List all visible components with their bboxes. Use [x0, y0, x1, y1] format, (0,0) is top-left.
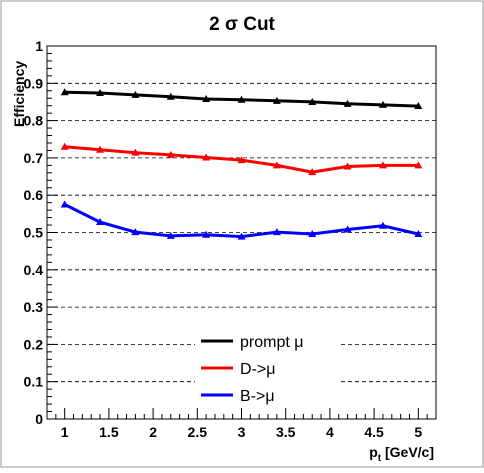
series-marker-2	[60, 200, 69, 208]
y-tick-label: 0.1	[24, 374, 44, 390]
y-tick-label: 0.4	[24, 262, 44, 278]
series-marker-0	[378, 100, 387, 108]
series-marker-0	[237, 95, 246, 103]
series-marker-2	[131, 228, 140, 236]
series-marker-2	[272, 228, 281, 236]
series-marker-1	[60, 142, 69, 150]
y-tick-label: 0	[35, 411, 43, 427]
series-marker-0	[414, 102, 423, 110]
y-axis-label: Efficiency	[11, 61, 27, 127]
series-marker-0	[166, 92, 175, 100]
x-tick-label: 1	[61, 424, 69, 440]
series-marker-1	[272, 161, 281, 169]
series-marker-1	[343, 162, 352, 170]
legend-label-0: prompt μ	[240, 334, 303, 351]
legend-label-1: D->μ	[240, 361, 275, 378]
x-tick-label: 2.5	[188, 424, 208, 440]
series-marker-2	[378, 221, 387, 229]
y-tick-label: 0.9	[24, 75, 44, 91]
series-marker-0	[272, 96, 281, 104]
series-marker-1	[202, 153, 211, 161]
legend: prompt μ D->μ B->μ	[195, 326, 340, 408]
series-marker-2	[202, 230, 211, 238]
y-tick-label: 1	[35, 38, 43, 54]
series-marker-2	[237, 232, 246, 240]
series-marker-1	[96, 145, 105, 153]
y-tick-label: 0.8	[24, 113, 44, 129]
series-marker-2	[343, 225, 352, 233]
x-tick-label: 1.5	[99, 424, 119, 440]
x-axis-label: pt [GeV/c]	[369, 444, 434, 464]
series-marker-2	[96, 218, 105, 226]
series-marker-0	[60, 88, 69, 96]
x-tick-label: 3.5	[276, 424, 296, 440]
x-tick-label: 4.5	[364, 424, 384, 440]
series-lines	[60, 88, 423, 240]
y-tick-label: 0.5	[24, 225, 44, 241]
x-axis-label-subscript: t	[378, 453, 382, 464]
y-tick-label: 0.7	[24, 150, 44, 166]
x-tick-label: 4	[326, 424, 334, 440]
chart-title: 2 σ Cut	[209, 14, 275, 35]
axes: 0 0.1 0.2 0.3 0.4 0.5 0.6 0.7 0.8 0.9 1 1 1.5 2 2.5 3 3.…	[24, 38, 437, 440]
x-axis-label-main: p	[369, 444, 378, 460]
series-marker-1	[378, 161, 387, 169]
y-tick-label: 0.3	[24, 299, 44, 315]
series-marker-1	[308, 168, 317, 176]
legend-label-2: B->μ	[240, 388, 275, 405]
series-marker-1	[131, 148, 140, 156]
y-tick-label: 0.2	[24, 336, 44, 352]
series-marker-0	[131, 90, 140, 98]
x-axis-label-unit: [GeV/c]	[381, 444, 434, 460]
x-tick-label: 5	[414, 424, 422, 440]
x-tick-label: 2	[149, 424, 157, 440]
series-marker-1	[166, 150, 175, 158]
series-marker-0	[343, 99, 352, 107]
y-tick-label: 0.6	[24, 187, 44, 203]
series-marker-0	[96, 88, 105, 96]
series-marker-1	[414, 161, 423, 169]
series-marker-0	[202, 94, 211, 102]
series-marker-2	[308, 229, 317, 237]
x-tick-label: 3	[238, 424, 246, 440]
series-marker-2	[166, 231, 175, 239]
series-marker-1	[237, 156, 246, 164]
series-marker-2	[414, 229, 423, 237]
grid-lines	[47, 82, 436, 383]
series-marker-0	[308, 97, 317, 105]
